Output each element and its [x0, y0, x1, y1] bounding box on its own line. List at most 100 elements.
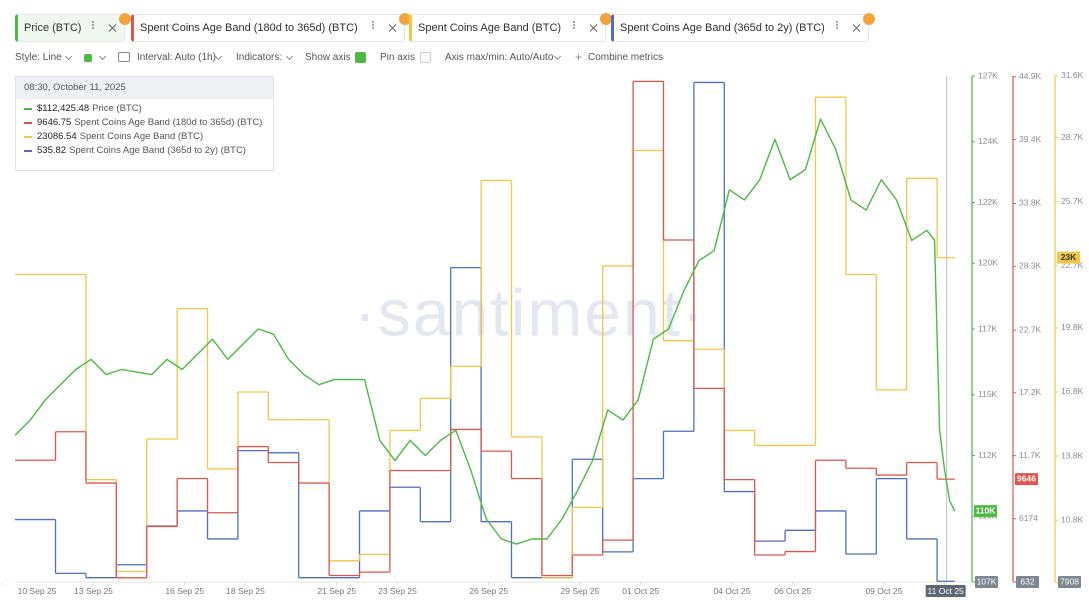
last-value-label: 9646 [1017, 473, 1036, 483]
tooltip-value: 535.82 [37, 145, 67, 156]
bitcoin-icon [863, 13, 875, 25]
y-tick-label: 127K [978, 70, 998, 80]
x-tick-label: 23 Sep 25 [378, 586, 417, 596]
x-tick-label: 11 Oct 25 [928, 586, 964, 596]
tooltip: 08:30, October 11, 2025 $112,425.48 Price… [15, 76, 274, 171]
x-tick-label: 16 Sep 25 [165, 586, 204, 596]
y-tick-label: 107K [977, 576, 997, 586]
tooltip-series-name: Spent Coins Age Band (365d to 2y) (BTC) [69, 145, 246, 156]
tooltip-rows: $112,425.48 Price (BTC) 9646.75 Spent Coins… [16, 99, 273, 158]
y-tick-label: 28.7K [1061, 132, 1084, 142]
bitcoin-icon [119, 13, 131, 25]
combine-metrics[interactable]: Combine metrics [588, 52, 664, 63]
tooltip-value: 9646.75 [37, 117, 72, 128]
interval-select[interactable]: Interval: Auto (1h) [137, 52, 216, 63]
plus-icon: + [575, 50, 583, 64]
x-tick-label: 10 Sep 25 [18, 586, 57, 596]
tooltip-row: 535.82 Spent Coins Age Band (365d to 2y) … [16, 144, 273, 158]
y-tick-label: 112K [978, 450, 998, 460]
indicators-select[interactable]: Indicators: [236, 52, 283, 63]
y-tick-label: 120K [978, 257, 998, 267]
x-tick-label: 18 Sep 25 [226, 586, 265, 596]
tab-label: Price (BTC) [24, 22, 82, 34]
y-tick-label: 31.6K [1061, 70, 1084, 80]
y-tick-label: 17.2K [1019, 387, 1042, 397]
y-tick-label: 16.8K [1061, 386, 1084, 396]
y-tick-label: 22.7K [1061, 260, 1084, 270]
metric-tab[interactable]: Price (BTC) [15, 13, 131, 42]
axis-minmax-select[interactable]: Axis max/min: Auto/Auto [445, 52, 554, 63]
axis-min-box [975, 576, 998, 588]
y-tick-label: 10.8K [1061, 514, 1084, 524]
style-select[interactable]: Style: Line [15, 52, 62, 63]
y-tick-label: 11.7K [1019, 450, 1041, 460]
tab-menu[interactable] [92, 24, 94, 26]
y-tick-label: 632 [1020, 576, 1034, 586]
last-value-box [974, 505, 997, 518]
tooltip-row: 23086.54 Spent Coins Age Band (BTC) [16, 130, 273, 144]
tab-menu[interactable] [372, 24, 374, 26]
x-tick-label: 06 Oct 25 [774, 586, 811, 596]
last-value-label: 110K [976, 505, 997, 515]
tab-label: Spent Coins Age Band (BTC) [418, 22, 562, 34]
last-value-box [1057, 251, 1080, 264]
cursor-date-box [925, 585, 966, 597]
metric-tab[interactable]: Spent Coins Age Band (180d to 365d) (BTC… [131, 13, 411, 42]
y-tick-label: 19.8K [1061, 322, 1084, 332]
axis-min-box [1016, 576, 1039, 588]
tooltip-series-name: Spent Coins Age Band (180d to 365d) (BTC… [74, 117, 263, 128]
y-tick-label: 7908 [1060, 576, 1079, 586]
metric-tab[interactable]: Spent Coins Age Band (BTC) [409, 13, 612, 42]
last-value-label: 23K [1061, 252, 1077, 262]
bitcoin-icon [600, 13, 612, 25]
x-tick-label: 21 Sep 25 [317, 586, 356, 596]
tooltip-marker [24, 136, 32, 138]
show-axis-label: Show axis [305, 52, 351, 63]
y-tick-label: 122K [978, 197, 998, 207]
x-tick-label: 01 Oct 25 [622, 586, 659, 596]
calendar-icon [118, 52, 130, 62]
price-line [14, 118, 956, 545]
color-swatch[interactable] [84, 54, 92, 62]
y-tick-label: 28.3K [1019, 260, 1042, 270]
y-tick-label: 44.9K [1019, 71, 1042, 81]
y-tick-label: 33.8K [1019, 198, 1042, 208]
y-tick-label: 13.8K [1061, 450, 1084, 460]
x-tick-label: 13 Sep 25 [74, 586, 113, 596]
tooltip-row: 9646.75 Spent Coins Age Band (180d to 365… [16, 116, 273, 130]
y-tick-label: 124K [978, 136, 998, 146]
x-tick-label: 04 Oct 25 [713, 586, 750, 596]
y-tick-label: 39.4K [1019, 134, 1042, 144]
y-tick-label: 22.7K [1019, 324, 1042, 334]
last-value-box [1015, 473, 1038, 486]
tab-label: Spent Coins Age Band (365d to 2y) (BTC) [620, 22, 825, 34]
tooltip-value: 23086.54 [37, 131, 77, 142]
watermark: ·santiment· [354, 275, 706, 349]
tooltip-series-name: Spent Coins Age Band (BTC) [79, 131, 204, 142]
pin-axis-label: Pin axis [380, 52, 416, 63]
tooltip-marker [24, 108, 32, 110]
tab-label: Spent Coins Age Band (180d to 365d) (BTC… [140, 22, 358, 34]
x-tick-label: 09 Oct 25 [865, 586, 902, 596]
tooltip-value: $112,425.48 [37, 103, 90, 114]
tooltip-row: $112,425.48 Price (BTC) [16, 102, 273, 116]
y-tick-label: 25.7K [1061, 196, 1084, 206]
y-tick-label: 115K [978, 389, 998, 399]
x-tick-label: 29 Sep 25 [561, 586, 600, 596]
tab-menu[interactable] [836, 24, 838, 26]
tooltip-title: 08:30, October 11, 2025 [16, 77, 273, 99]
pin-axis-checkbox[interactable] [420, 52, 431, 63]
tooltip-series-name: Price (BTC) [92, 103, 142, 114]
tab-menu[interactable] [573, 24, 575, 26]
y-tick-label: 117K [978, 323, 998, 333]
metric-tab[interactable]: Spent Coins Age Band (365d to 2y) (BTC) [611, 13, 875, 42]
y-tick-label: 6174 [1019, 513, 1038, 523]
show-axis-checkbox[interactable] [355, 52, 366, 63]
tooltip-marker [24, 150, 32, 152]
bitcoin-icon [399, 13, 411, 25]
x-tick-label: 26 Sep 25 [469, 586, 508, 596]
axis-min-box [1058, 576, 1081, 588]
tooltip-marker [24, 122, 32, 124]
